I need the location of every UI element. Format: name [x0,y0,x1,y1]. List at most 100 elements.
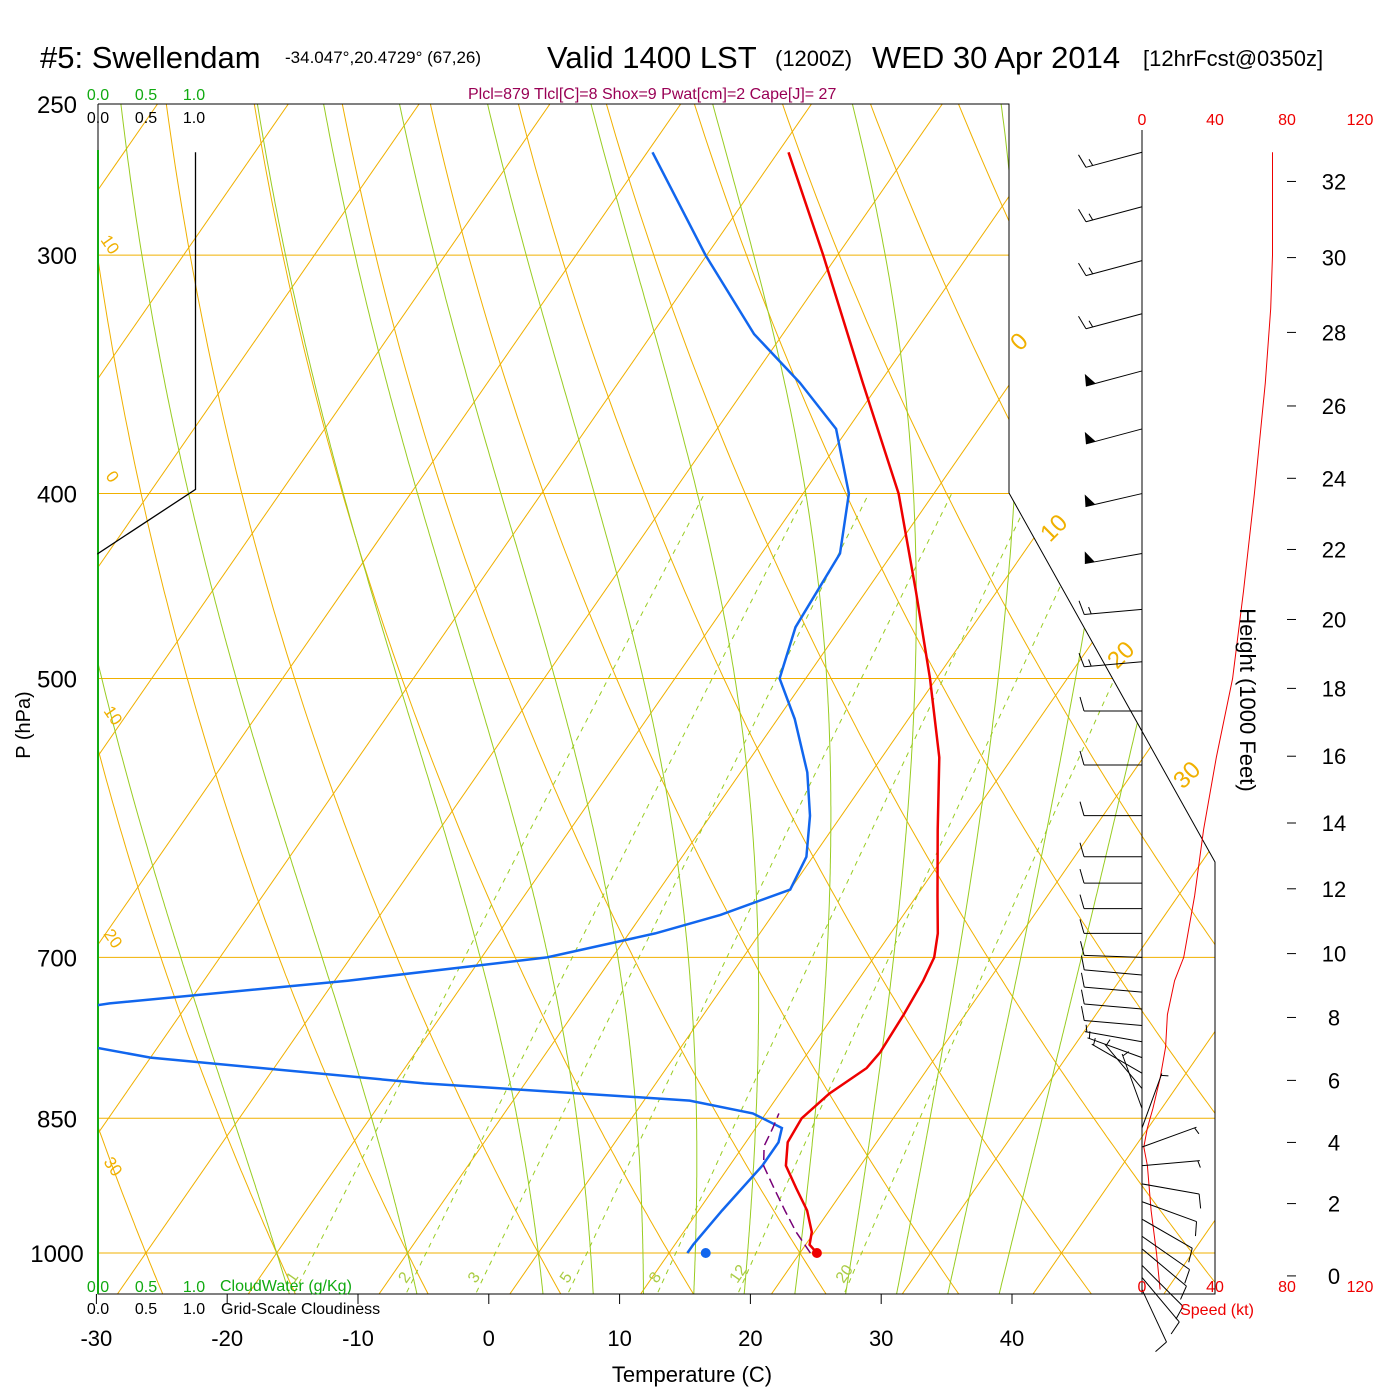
wind-barb [1079,750,1142,766]
wind-barb-flag [1079,801,1085,816]
wind-barb-staff [1141,1073,1163,1129]
cloudiness-scale-bottom: 0.5 [135,1301,157,1318]
surface-temperature-dot [811,1248,822,1258]
isotherm-line [1027,104,1215,1294]
plot-border [97,103,1216,1295]
wind-barb-staff [1141,1201,1197,1223]
parcel-path [762,1113,812,1254]
speed-tick-label-top: 40 [1206,112,1224,129]
wind-barb-flag [1080,955,1085,970]
mixing-ratio-label: 5 [557,1269,576,1286]
wind-barb [1141,1183,1202,1209]
moist-adiabat-line [996,104,1215,1294]
moist-adiabat-line [392,104,644,1294]
height-tick-label: 10 [1322,942,1346,967]
wind-barb [1078,151,1143,168]
wind-barb-staff [1141,1289,1167,1343]
valid-date: WED 30 Apr 2014 [872,40,1120,75]
wind-barb-flag [1079,842,1085,857]
pressure-tick-label: 850 [37,1106,77,1133]
moist-adiabat-line [702,104,832,1294]
wind-barb [1079,894,1142,910]
wind-barb-staff [1141,1160,1200,1167]
wind-barb-half-flag [1194,1127,1200,1135]
mixing-ratio-line [653,493,1033,1294]
dry-adiabat-label: 10 [1035,509,1073,547]
x-tick-label: -20 [211,1326,243,1351]
wind-barb-flag [1170,1321,1180,1335]
wind-barb-flag [1079,894,1085,909]
wind-barb-flag [1078,262,1087,276]
height-tick-label: 4 [1328,1130,1340,1155]
cloudwater-scale-top: 1.0 [183,87,205,104]
y-axis-label: P (hPa) [13,691,35,758]
wind-barb-staff [1084,608,1143,615]
plot-frame [97,103,1216,1295]
wind-barb-half-flag [1088,659,1092,667]
wind-barb-staff [1141,1126,1197,1148]
wind-barb [1078,600,1143,615]
speed-tick-label-top: 80 [1278,112,1296,129]
cloudwater-scale-bottom: 0.0 [87,1279,109,1296]
cloudiness-scale-top: 0.0 [87,110,109,127]
speed-tick-label-top: 0 [1138,112,1147,129]
pressure-tick-label: 500 [37,667,77,694]
moist-adiabat-line [116,104,419,1294]
dry-adiabat-line [98,104,300,1294]
mixing-ratio-line [401,493,807,1294]
mixing-ratio-line [840,493,1199,1294]
isotherm-line [98,104,599,1294]
isotherm-line [98,104,468,1294]
speed-tick-label-bottom: 120 [1347,1279,1374,1296]
wind-barb-flag [1155,1341,1167,1352]
moist-adiabat-line [251,104,545,1294]
dry-adiabat-line [243,104,699,1294]
wind-barb-staff [1084,986,1143,993]
wind-barb-staff [1084,954,1143,958]
dry-adiabat-line [98,104,167,1294]
height-tick-label: 22 [1322,537,1346,562]
station-coords: -34.047°,20.4729° (67,26) [285,48,481,67]
sounding-parameters: Plcl=879 Tlcl[C]=8 Shox=9 Pwat[cm]=2 Cap… [468,86,836,103]
moist-adiabat-line [581,104,760,1294]
mixing-ratio-line [289,493,705,1294]
dry-adiabat-line [329,104,832,1294]
moist-adiabat-line [479,104,698,1294]
wind-barb-flag [1079,696,1085,712]
wind-barb-staff [1104,1043,1143,1089]
dry-adiabat-line [1361,35,1400,1301]
isotherm-line [111,104,991,1294]
cloudiness-scale-top: 0.5 [135,110,157,127]
wind-barb [1141,1264,1184,1320]
wind-barb [1141,1235,1190,1284]
pressure-tick-label: 250 [37,92,77,119]
wind-barb-staff [1141,1183,1200,1195]
wind-barb [1141,1277,1180,1335]
wind-barb [1091,1038,1143,1074]
wind-barb-staff [1084,1019,1143,1027]
wind-barb-half-flag [1088,158,1094,166]
valid-time: Valid 1400 LST [547,40,757,75]
dry-adiabat-line [1188,104,1215,1294]
wind-barb [1141,1126,1200,1148]
wind-barb-staff [1091,1043,1143,1074]
wind-barb-pennant [1084,431,1096,444]
speed-tick-label-bottom: 40 [1206,1279,1224,1296]
x-tick-label: 40 [1000,1326,1024,1351]
speed-tick-label-top: 120 [1347,112,1374,129]
forecast-info: [12hrFcst@0350z] [1143,46,1323,71]
isotherm-line [98,104,337,1294]
wind-barb [1141,1201,1198,1237]
wind-barb [1121,1051,1143,1109]
wind-barb-half-flag [1088,320,1094,328]
wind-barb-half-flag [1088,267,1094,275]
wind-barb-flag [1198,1193,1202,1209]
cloudiness-label: Grid-Scale Cloudiness [221,1301,380,1318]
wind-barb [1141,1218,1193,1263]
wind-barb-flag [1080,1006,1085,1021]
dry-adiabat-line [758,104,1215,1294]
height-tick-label: 26 [1322,394,1346,419]
mixing-ratio-line [471,493,870,1294]
wind-barb-flag [1078,653,1085,667]
